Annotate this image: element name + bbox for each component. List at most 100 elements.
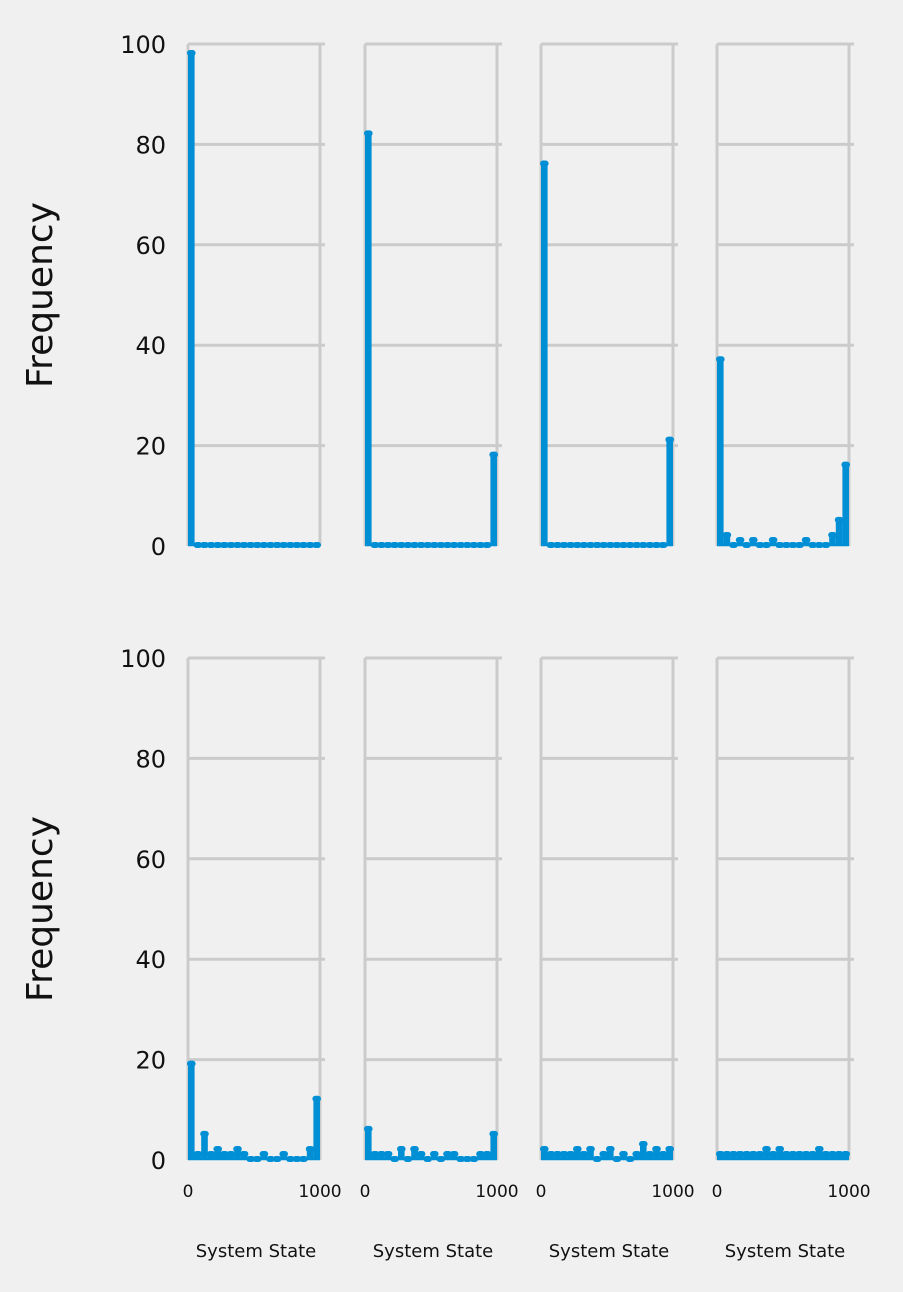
histogram-bar xyxy=(580,1154,588,1161)
histogram-bar xyxy=(769,540,777,547)
histogram-bar xyxy=(313,1099,320,1161)
histogram-bar xyxy=(490,1134,497,1161)
y-tick-label: 60 xyxy=(135,846,166,874)
histogram-bar xyxy=(541,1149,548,1161)
histogram-bar xyxy=(444,1154,451,1161)
histogram-bar xyxy=(201,1134,208,1161)
histogram-bar xyxy=(796,1154,803,1161)
histogram-bar xyxy=(666,1149,673,1161)
histogram-bar xyxy=(587,1149,594,1161)
histogram-bar xyxy=(560,1154,568,1161)
histogram-bar xyxy=(717,1154,724,1161)
y-tick-label: 80 xyxy=(135,745,166,773)
histogram-bar xyxy=(280,1154,287,1161)
histogram-bar xyxy=(384,1154,392,1161)
histogram-bar xyxy=(730,1154,737,1161)
x-tick-label: 1000 xyxy=(827,1182,870,1202)
y-tick-label: 0 xyxy=(151,533,166,561)
histogram-bar xyxy=(221,1154,228,1161)
histogram-bar xyxy=(829,1154,836,1161)
histogram-bar xyxy=(653,1149,660,1161)
histogram-bar xyxy=(835,1154,843,1161)
histogram-bar xyxy=(365,134,372,547)
histogram-bar xyxy=(214,1149,221,1161)
histogram-bar xyxy=(736,1154,744,1161)
histogram-bar xyxy=(227,1154,235,1161)
histogram-bar xyxy=(240,1154,248,1161)
x-axis-label: System State xyxy=(373,1241,494,1262)
histogram-bar xyxy=(188,1064,195,1161)
histogram-bar xyxy=(659,1154,667,1161)
x-tick-label: 1000 xyxy=(298,1182,341,1202)
histogram-bar xyxy=(607,1149,614,1161)
x-axis-label: System State xyxy=(549,1241,670,1262)
histogram-bar xyxy=(783,1154,790,1161)
y-tick-label: 40 xyxy=(135,332,166,360)
histogram-bar xyxy=(490,455,497,547)
histogram-bar xyxy=(600,1154,607,1161)
y-axis-label: Frequency xyxy=(20,816,61,1002)
histogram-bar xyxy=(835,520,843,547)
y-tick-label: 20 xyxy=(135,1047,166,1075)
histogram-bar xyxy=(477,1154,484,1161)
y-tick-label: 60 xyxy=(135,232,166,260)
x-tick-label: 0 xyxy=(183,1182,194,1202)
histogram-bar xyxy=(646,1154,654,1161)
x-axis-label: System State xyxy=(196,1241,317,1262)
y-axis-label: Frequency xyxy=(20,202,61,388)
x-tick-label: 1000 xyxy=(651,1182,694,1202)
x-tick-label: 0 xyxy=(536,1182,547,1202)
histogram-bar xyxy=(260,1154,268,1161)
histogram-bar xyxy=(567,1154,574,1161)
histogram-bar xyxy=(789,1154,797,1161)
histogram-bar xyxy=(378,1154,385,1161)
y-tick-label: 40 xyxy=(135,946,166,974)
histogram-bar xyxy=(574,1149,581,1161)
histogram-bar xyxy=(365,1129,372,1161)
histogram-bar xyxy=(633,1154,640,1161)
histogram-bar xyxy=(620,1154,627,1161)
histogram-bar xyxy=(417,1154,425,1161)
x-tick-label: 0 xyxy=(360,1182,371,1202)
histogram-bar xyxy=(809,1154,816,1161)
x-tick-label: 1000 xyxy=(475,1182,518,1202)
histogram-bar xyxy=(234,1149,241,1161)
histogram-bar xyxy=(483,1154,491,1161)
y-tick-label: 80 xyxy=(135,131,166,159)
histogram-bar xyxy=(842,1154,849,1161)
histogram-bar xyxy=(723,535,731,547)
histogram-bar xyxy=(822,1154,830,1161)
x-axis-label: System State xyxy=(725,1241,846,1262)
x-tick-label: 0 xyxy=(712,1182,723,1202)
histogram-bar xyxy=(554,1154,561,1161)
histogram-bar xyxy=(398,1149,405,1161)
y-tick-label: 100 xyxy=(120,31,166,59)
histogram-bar xyxy=(802,540,810,547)
histogram-bar xyxy=(547,1154,555,1161)
histogram-bar xyxy=(431,1154,438,1161)
histogram-bar xyxy=(743,1154,750,1161)
histogram-bar xyxy=(750,1154,757,1161)
histogram-bar xyxy=(371,1154,379,1161)
histogram-bar xyxy=(802,1154,810,1161)
histogram-bar xyxy=(194,1154,202,1161)
histogram-bar xyxy=(842,465,849,547)
histogram-bar xyxy=(188,54,195,547)
histogram-bar xyxy=(411,1149,418,1161)
histogram-bar xyxy=(750,540,757,547)
histogram-bar xyxy=(717,360,724,547)
histogram-bar xyxy=(756,1154,764,1161)
histogram-bar xyxy=(769,1154,777,1161)
histogram-bar xyxy=(736,540,744,547)
histogram-bar xyxy=(776,1149,783,1161)
histogram-bar xyxy=(816,1149,823,1161)
histogram-bar xyxy=(666,440,673,547)
histogram-bar xyxy=(640,1144,647,1161)
histogram-bar xyxy=(541,164,548,547)
histogram-bar xyxy=(763,1149,770,1161)
y-tick-label: 100 xyxy=(120,645,166,673)
y-tick-label: 20 xyxy=(135,433,166,461)
histogram-bar xyxy=(207,1154,215,1161)
